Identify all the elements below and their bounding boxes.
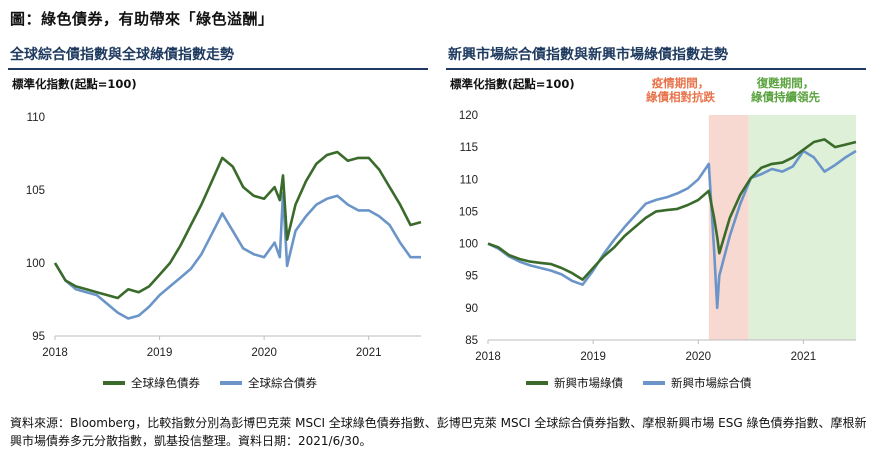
series-line-0	[487, 138, 857, 281]
x-tick-label: 2019	[147, 347, 173, 359]
recovery-annotation: 復甦期間， 綠債持續領先	[751, 76, 820, 104]
y-tick-label: 105	[459, 206, 478, 218]
right-y-axis-unit: 標準化指數(起點=100)	[450, 77, 575, 91]
epidemic-annotation: 疫情期間， 綠債相對抗跌	[646, 76, 715, 104]
left-chart-title: 全球綜合債指數與全球綠債指數走勢	[10, 47, 234, 63]
figure-title: 圖：綠色債券，有助帶來「綠色溢酬」	[10, 10, 274, 28]
y-tick-label: 85	[465, 335, 478, 347]
y-tick-label: 95	[32, 331, 45, 343]
legend-label-em-green: 新興市場綠債	[554, 376, 623, 390]
right-chart-panel: 新興市場綜合債指數與新興市場綠債指數走勢 標準化指數(起點=100) 85 90 9…	[446, 40, 876, 400]
left-y-axis-unit: 標準化指數(起點=100)	[12, 77, 137, 91]
y-tick-label: 95	[465, 271, 478, 283]
series-line-1	[487, 149, 857, 310]
legend-swatch-green	[103, 381, 125, 385]
right-legend: 新興市場綠債 新興市場綜合債	[526, 375, 752, 391]
left-title-rule	[8, 68, 428, 70]
x-tick-label: 2018	[475, 351, 501, 363]
legend-swatch-green	[526, 381, 548, 385]
left-line-chart: 95 100 105 110 2018 2019 2020 2021	[26, 112, 422, 359]
x-tick-label: 2020	[685, 351, 711, 363]
legend-label-global-aggregate: 全球綜合債券	[248, 376, 317, 390]
x-tick-label: 2018	[42, 347, 68, 359]
y-tick-label: 90	[465, 303, 478, 315]
legend-item-em-aggregate: 新興市場綜合債	[643, 375, 752, 391]
y-tick-label: 120	[459, 110, 478, 122]
y-tick-label: 100	[459, 239, 478, 251]
left-chart-panel: 全球綜合債指數與全球綠債指數走勢 標準化指數(起點=100) 95 100 105 1…	[8, 40, 438, 400]
series-line-1	[53, 191, 421, 320]
right-title-rule	[446, 68, 866, 70]
legend-item-em-green: 新興市場綠債	[526, 375, 623, 391]
y-tick-label: 110	[460, 174, 478, 186]
right-line-chart: 85 90 95 100 105 110 115 120 2018 2019 2020 2021	[459, 110, 857, 363]
y-tick-label: 105	[26, 185, 45, 197]
series-line-0	[53, 150, 422, 300]
x-tick-label: 2021	[791, 351, 817, 363]
y-tick-label: 100	[26, 258, 45, 270]
x-tick-label: 2019	[580, 351, 606, 363]
source-note: 資料來源：Bloomberg，比較指數分別為彭博巴克萊 MSCI 全球綠色債券指…	[10, 416, 867, 448]
legend-swatch-blue	[220, 381, 242, 385]
legend-label-global-green: 全球綠色債券	[131, 376, 200, 390]
x-tick-label: 2021	[356, 347, 382, 359]
x-tick-label: 2020	[251, 347, 277, 359]
shaded-period-1	[748, 115, 856, 340]
left-legend: 全球綠色債券 全球綜合債券	[103, 375, 317, 391]
y-tick-label: 115	[460, 142, 478, 154]
legend-item-global-green: 全球綠色債券	[103, 375, 200, 391]
right-chart-title: 新興市場綜合債指數與新興市場綠債指數走勢	[448, 47, 728, 63]
legend-swatch-blue	[643, 381, 665, 385]
y-tick-label: 110	[27, 112, 45, 124]
legend-item-global-aggregate: 全球綜合債券	[220, 375, 317, 391]
legend-label-em-aggregate: 新興市場綜合債	[671, 376, 752, 390]
